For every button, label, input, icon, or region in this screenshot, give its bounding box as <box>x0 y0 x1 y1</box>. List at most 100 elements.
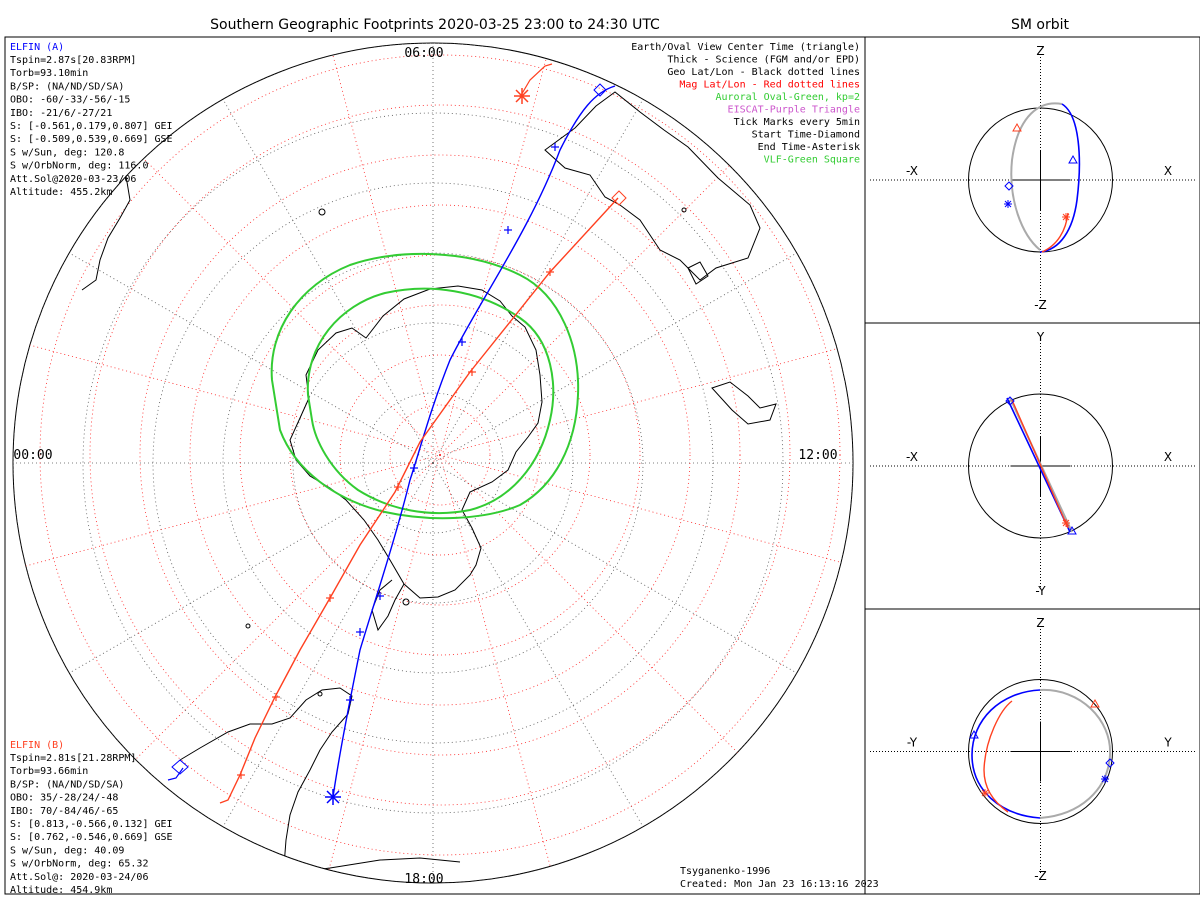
legend-entry: Earth/Oval View Center Time (triangle) <box>631 42 860 53</box>
coast-island <box>318 208 326 216</box>
coast-island <box>681 207 687 213</box>
orbit-elfin-b <box>983 700 1013 813</box>
sm-panel-2: -X X Y -Y <box>864 322 1200 610</box>
sm-panel-3: -Y Y Z -Z <box>864 608 1200 895</box>
elfin-b-title: ELFIN (B) <box>10 740 64 751</box>
info-line: S w/Sun, deg: 40.09 <box>10 845 124 856</box>
mag-lon-line <box>439 454 570 883</box>
coast-peninsula <box>371 579 405 632</box>
sm-label-h-left: -X <box>906 164 918 178</box>
info-line: Att.Sol@: 2020-03-24/06 <box>10 872 148 883</box>
info-line: Torb=93.66min <box>10 766 88 777</box>
earth-circle <box>968 679 1113 824</box>
orbit-trace-gray <box>1039 688 1112 819</box>
elfin-b-info: ELFIN (B) Tspin=2.81s[21.28RPM] Torb=93.6… <box>10 740 173 896</box>
info-line: S w/OrbNorm, deg: 65.32 <box>10 859 148 870</box>
track-tick <box>551 143 559 151</box>
orbit-triangle-marker <box>1068 154 1078 164</box>
info-line: Altitude: 454.9km <box>10 885 112 896</box>
end-asterisk-b <box>514 88 530 104</box>
coast-tasmania <box>687 261 709 285</box>
track-tick <box>272 693 280 701</box>
coast-island <box>402 598 410 606</box>
info-line: S w/OrbNorm, deg: 116.0 <box>10 161 148 172</box>
info-line: S: [-0.509,0.539,0.669] GSE <box>10 134 173 145</box>
sm-label-v-bottom: -Z <box>1034 869 1047 883</box>
vlf-marker-b <box>171 759 189 775</box>
credit-created: Created: Mon Jan 23 16:13:16 2023 <box>680 879 879 890</box>
sm-label-v-top: Y <box>1036 330 1045 344</box>
mag-lat-circle <box>89 104 791 806</box>
info-line: S: [-0.561,0.179,0.807] GEI <box>10 121 173 132</box>
orbit-triangle-marker <box>969 729 979 739</box>
orbit-elfin-a <box>1039 103 1081 253</box>
legend-entry: EISCAT-Purple Triangle <box>728 105 860 116</box>
mag-lon-line <box>86 101 441 456</box>
sm-label-v-bottom: -Z <box>1034 298 1047 312</box>
sm-label-h-right: Y <box>1163 736 1172 750</box>
track-tick <box>394 483 402 491</box>
track-elfin-a-line <box>332 85 616 798</box>
credit-author: Tsyganenko-1996 <box>680 866 770 877</box>
info-line: Tspin=2.87s[20.83RPM] <box>10 55 136 66</box>
track-tick <box>326 594 334 602</box>
mag-lat-circle <box>39 54 841 856</box>
orbit-elfin-a <box>971 689 1041 819</box>
geo-lon-line <box>432 99 644 464</box>
geo-grid <box>13 43 853 883</box>
sm-orbit-title: SM orbit <box>1011 17 1070 33</box>
legend-entry: VLF-Green Square <box>764 155 860 166</box>
orbit-elfin-b <box>1011 399 1069 529</box>
start-diamond-b <box>611 190 627 206</box>
mag-lat-circle <box>139 154 741 756</box>
auroral-oval <box>270 252 580 520</box>
orbit-triangle-marker <box>1067 525 1077 535</box>
coast-island <box>245 623 251 629</box>
coast-new-zealand <box>711 381 777 425</box>
info-line: S: [0.762,-0.546,0.669] GSE <box>10 832 173 843</box>
track-tick <box>237 771 245 779</box>
mag-lat-circle <box>239 254 641 656</box>
geo-lat-circle <box>82 112 784 814</box>
sm-panel-1: -X X Z -Z <box>864 36 1200 324</box>
info-line: S w/Sun, deg: 120.8 <box>10 147 124 158</box>
legend-entry: Tick Marks every 5min <box>734 117 860 128</box>
sm-label-h-right: X <box>1164 450 1172 464</box>
orbit-trace-gray <box>1010 102 1063 251</box>
info-line: B/SP: (NA/ND/SD/SA) <box>10 779 124 790</box>
mlt-label-top: 06:00 <box>404 46 443 61</box>
mag-lat-circle <box>289 304 591 606</box>
sm-orbit-panels: -X X Z -Z -X X Y -Y -Y Y Z -Z <box>864 36 1200 895</box>
orbit-triangle-marker <box>1090 698 1100 708</box>
info-line: OBO: 35/-28/24/-48 <box>10 793 118 804</box>
orbit-diamond-marker <box>1105 758 1115 768</box>
track-elfin-b-tail <box>519 63 553 98</box>
earth-circle <box>968 393 1113 539</box>
coast-antarctica <box>289 285 543 599</box>
track-tick <box>376 592 384 600</box>
sm-label-v-top: Z <box>1036 44 1044 58</box>
coast-south-america <box>179 687 461 873</box>
mlt-label-left: 00:00 <box>13 448 52 463</box>
polar-plot: 06:00 00:00 12:00 18:00 ELFIN (A) Tspin=… <box>10 42 879 896</box>
info-line: S: [0.813,-0.566,0.132] GEI <box>10 819 173 830</box>
legend-entry: Auroral Oval-Green, kp=2 <box>716 92 861 103</box>
track-tick <box>458 338 466 346</box>
orbit-triangle-marker <box>1012 122 1022 132</box>
legend-entry: Mag Lat/Lon - Red dotted lines <box>679 80 860 91</box>
elfin-a-title: ELFIN (A) <box>10 42 64 53</box>
mag-lon-line <box>439 454 794 809</box>
info-line: Torb=93.10min <box>10 68 88 79</box>
sm-panel-frame <box>864 608 1200 895</box>
legend-entry: Geo Lat/Lon - Black dotted lines <box>667 67 860 78</box>
info-line: IBO: 70/-84/46/-65 <box>10 806 118 817</box>
info-line: Altitude: 455.2km <box>10 187 112 198</box>
legend-entry: Thick - Science (FGM and/or EPD) <box>667 55 860 66</box>
track-tick <box>546 268 554 276</box>
geo-lon-line <box>432 462 797 674</box>
auroral-oval-outer <box>270 252 580 520</box>
mag-lat-circle <box>339 354 541 556</box>
info-line: IBO: -21/6/-27/21 <box>10 108 112 119</box>
track-elfin-a-tail <box>167 767 184 781</box>
track-tick <box>346 696 354 704</box>
